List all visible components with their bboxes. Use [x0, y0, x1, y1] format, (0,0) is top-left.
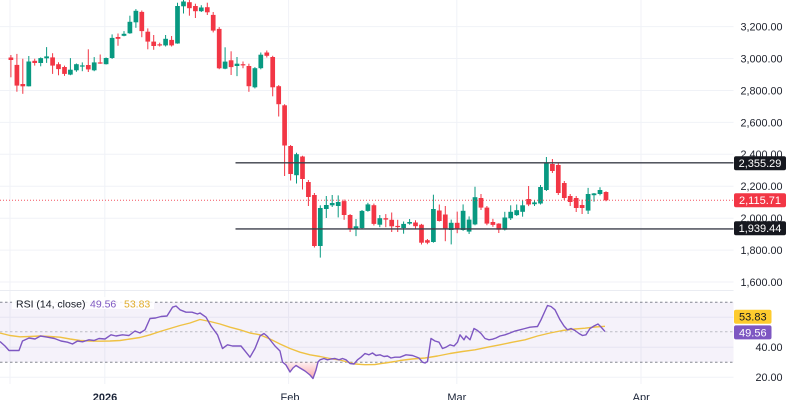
- svg-text:2,600.00: 2,600.00: [740, 117, 782, 129]
- svg-text:2,355.29: 2,355.29: [739, 158, 782, 170]
- svg-text:Mar: Mar: [447, 392, 466, 400]
- svg-text:53.83: 53.83: [124, 299, 150, 311]
- svg-text:1,600.00: 1,600.00: [740, 277, 782, 289]
- svg-text:2,800.00: 2,800.00: [740, 85, 782, 97]
- svg-text:20.00: 20.00: [755, 372, 782, 384]
- svg-text:2,200.00: 2,200.00: [740, 181, 782, 193]
- svg-text:RSI (14, close): RSI (14, close): [16, 299, 85, 311]
- svg-text:3,000.00: 3,000.00: [740, 53, 782, 65]
- svg-text:Apr: Apr: [633, 392, 650, 400]
- svg-text:2026: 2026: [93, 392, 117, 400]
- svg-text:40.00: 40.00: [755, 342, 782, 354]
- svg-text:1,939.44: 1,939.44: [739, 223, 782, 235]
- svg-text:Feb: Feb: [281, 392, 300, 400]
- svg-text:53.83: 53.83: [739, 312, 767, 324]
- svg-text:49.56: 49.56: [90, 299, 116, 311]
- svg-text:2,115.71: 2,115.71: [739, 195, 781, 207]
- svg-text:1,800.00: 1,800.00: [740, 245, 782, 257]
- svg-text:49.56: 49.56: [739, 327, 767, 339]
- svg-text:3,200.00: 3,200.00: [740, 22, 782, 34]
